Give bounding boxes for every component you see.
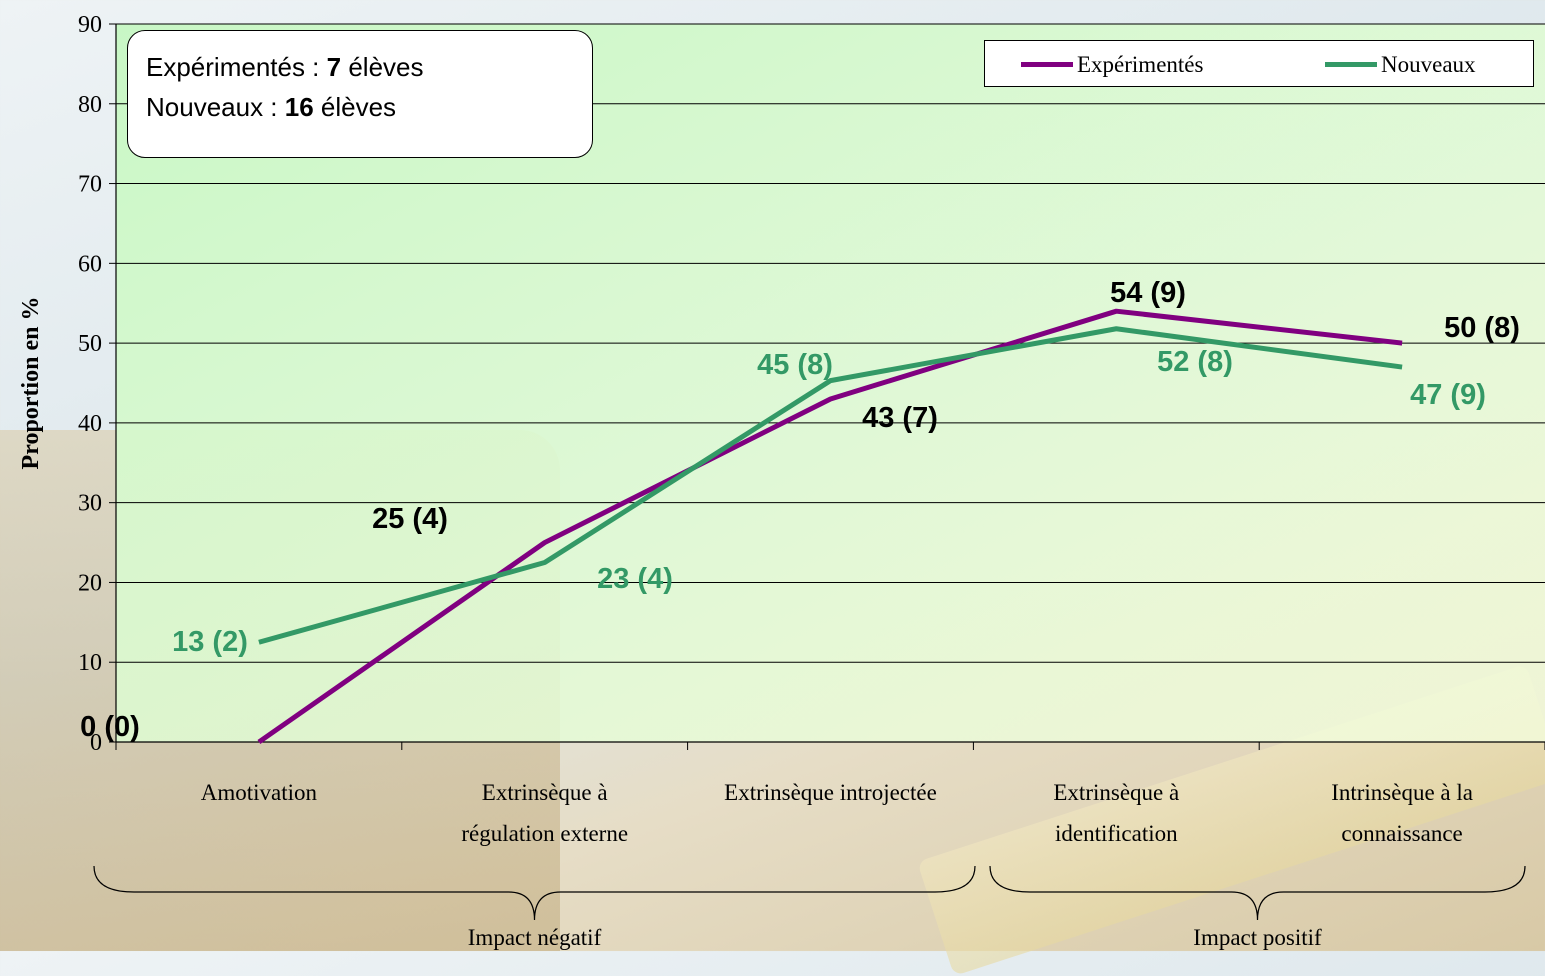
x-tick-label: identification <box>1055 821 1178 846</box>
x-tick-label: Extrinsèque introjectée <box>724 780 937 805</box>
y-axis-ticks: 0 10 20 30 40 50 60 70 80 90 <box>78 12 116 756</box>
group-brace <box>93 865 976 921</box>
series-line-experimented <box>257 308 1403 745</box>
axes <box>115 24 1545 743</box>
legend-swatch-experimented <box>1021 62 1073 67</box>
data-label: 0 (0) <box>80 711 140 743</box>
data-labels: 0 (0) 25 (4) 43 (7) 54 (9) 50 (8) 13 (2) 23 (4… <box>80 277 1520 743</box>
legend-item-experimented: Expérimentés <box>1021 41 1203 88</box>
info-line-experimented: Expérimentés : 7 élèves <box>146 52 424 82</box>
data-label: 50 (8) <box>1444 312 1520 344</box>
x-tick-label: connaissance <box>1341 821 1462 846</box>
series-line-new <box>258 326 1403 645</box>
data-label: 45 (8) <box>757 349 833 381</box>
data-label: 52 (8) <box>1157 346 1233 378</box>
legend-item-new: Nouveaux <box>1325 41 1476 88</box>
x-tick-label: Extrinsèque à <box>482 780 608 805</box>
legend-swatch-new <box>1325 62 1377 67</box>
y-tick-label: 20 <box>78 570 102 596</box>
group-label: Impact positif <box>1193 925 1322 950</box>
y-tick-label: 70 <box>78 172 102 198</box>
group-brace <box>989 865 1526 921</box>
x-tick-label: Amotivation <box>201 780 318 805</box>
data-label: 43 (7) <box>862 402 938 434</box>
x-tick-label: Extrinsèque à <box>1053 780 1179 805</box>
legend-label-experimented: Expérimentés <box>1077 51 1204 77</box>
x-tick-label: régulation externe <box>461 821 628 846</box>
y-tick-label: 40 <box>78 411 102 437</box>
legend: Expérimentés Nouveaux <box>984 40 1534 87</box>
legend-label-new: Nouveaux <box>1381 51 1476 77</box>
data-label: 54 (9) <box>1110 277 1186 309</box>
sample-size-box: Expérimentés : 7 élèves Nouveaux : 16 él… <box>127 30 593 158</box>
data-label: 13 (2) <box>172 626 248 658</box>
data-label: 23 (4) <box>597 563 673 595</box>
info-line-new: Nouveaux : 16 élèves <box>146 92 397 122</box>
y-tick-label: 80 <box>78 92 102 118</box>
group-label: Impact négatif <box>468 925 602 950</box>
y-tick-label: 0 <box>90 730 102 756</box>
y-tick-label: 10 <box>78 650 102 676</box>
y-tick-label: 30 <box>78 491 102 517</box>
y-tick-label: 90 <box>78 12 102 38</box>
category-groups: Impact négatif Impact positif <box>93 865 1526 950</box>
x-axis-ticks: Amotivation Extrinsèque à régulation exter… <box>115 742 1545 846</box>
series-lines <box>257 308 1403 745</box>
data-label: 25 (4) <box>372 503 448 535</box>
x-tick-label: Intrinsèque à la <box>1331 780 1473 805</box>
y-axis-label: Proportion en % <box>18 297 44 470</box>
y-tick-label: 60 <box>78 251 102 277</box>
y-tick-label: 50 <box>78 331 102 357</box>
data-label: 47 (9) <box>1410 379 1486 411</box>
